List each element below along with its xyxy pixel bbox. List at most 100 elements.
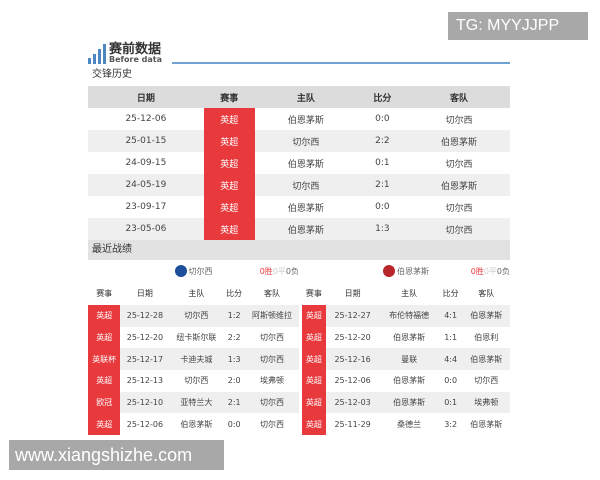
- recent-form-1: 伯恩茅斯 0胜0平0负 赛事 日期 主队 比分 客队 英超 25-12-27 布伦特福德 4:1 伯恩…: [302, 260, 510, 436]
- table-row: 24-09-15 英超 伯恩茅斯 0:1 切尔西: [88, 152, 510, 174]
- date-cell: 25-12-16: [325, 348, 380, 371]
- score-cell: 2:1: [356, 174, 408, 196]
- date-cell: 25-11-29: [334, 419, 371, 429]
- home-team-cell: 伯恩茅斯: [393, 376, 426, 386]
- record-w: 0胜: [259, 266, 273, 276]
- recent-form-0: 切尔西 0胜0平0负 赛事 日期 主队 比分 客队 英超 25-12-28 切尔西 1:2 阿斯顿维拉…: [88, 260, 299, 436]
- home-team-cell: 切尔西: [169, 305, 224, 327]
- home-team-cell: 伯恩茅斯: [287, 159, 324, 170]
- before-data-panel: 赛前数据 Before data 交锋历史 日期 赛事 主队 比分 客队 25-12-06…: [88, 38, 510, 436]
- column-header: 比分: [442, 289, 459, 298]
- away-team-cell: 伯恩茅斯: [462, 305, 510, 327]
- date-cell: 25-12-06: [126, 419, 164, 429]
- score-cell: 2:1: [223, 391, 245, 414]
- score-cell: 2:0: [227, 376, 241, 386]
- table-row: 英超 25-12-03 伯恩茅斯 0:1 埃弗顿: [302, 391, 510, 414]
- score-cell: 4:1: [438, 305, 463, 327]
- table-row: 23-09-17 英超 伯恩茅斯 0:0 切尔西: [88, 196, 510, 218]
- home-team-cell: 切尔西: [184, 376, 209, 386]
- score-cell: 1:1: [444, 333, 458, 343]
- column-header: 赛事: [305, 289, 322, 298]
- home-team-cell: 桑德兰: [397, 419, 422, 429]
- h2h-table: 日期 赛事 主队 比分 客队 25-12-06 英超 伯恩茅斯 0:0 切尔西 25-01-15 英…: [88, 86, 510, 240]
- score-cell: 4:4: [438, 348, 463, 371]
- away-team-cell: 切尔西: [244, 348, 299, 371]
- table-row: 英联杯 25-12-17 卡迪夫城 1:3 切尔西: [88, 348, 299, 371]
- home-team-cell: 布伦特福德: [379, 305, 439, 327]
- h2h-title: 交锋历史: [92, 69, 132, 80]
- date-cell: 25-12-20: [126, 333, 164, 343]
- home-team-cell: 卡迪夫城: [169, 348, 224, 371]
- table-row: 25-12-06 英超 伯恩茅斯 0:0 切尔西: [88, 108, 510, 130]
- competition-cell: 英超: [302, 305, 326, 327]
- column-header: 赛事: [203, 86, 255, 108]
- table-row: 英超 25-12-16 曼联 4:4 伯恩茅斯: [302, 348, 510, 371]
- column-header: 客队: [263, 289, 280, 298]
- record-w: 0胜: [470, 266, 484, 276]
- column-header: 主队: [254, 86, 357, 108]
- date-cell: 25-01-15: [88, 130, 204, 152]
- recent-table: 赛事 日期 主队 比分 客队 英超 25-12-27 布伦特福德 4:1 伯恩茅斯 英超 25-12-…: [302, 282, 510, 436]
- competition-cell: 欧冠: [88, 391, 121, 414]
- away-team-cell: 阿斯顿维拉: [244, 305, 299, 327]
- competition-cell: 英超: [203, 152, 255, 174]
- competition-cell: 英超: [203, 196, 255, 218]
- away-team-cell: 切尔西: [244, 391, 299, 414]
- score-cell: 1:3: [356, 218, 408, 240]
- logo-subtitle: Before data: [109, 55, 163, 64]
- column-header: 主队: [188, 289, 205, 298]
- team-header: 切尔西 0胜0平0负: [88, 260, 299, 282]
- column-header: 客队: [407, 86, 510, 108]
- away-team-cell: 埃弗顿: [259, 376, 284, 386]
- competition-cell: 英超: [203, 130, 255, 152]
- score-cell: 0:0: [227, 419, 241, 429]
- column-header: 比分: [226, 289, 243, 298]
- table-row: 英超 25-12-20 伯恩茅斯 1:1 伯恩利: [302, 326, 510, 349]
- competition-cell: 英超: [302, 348, 326, 371]
- score-cell: 3:2: [444, 419, 458, 429]
- date-cell: 25-12-06: [334, 376, 371, 386]
- competition-cell: 英超: [302, 413, 326, 436]
- column-header: 主队: [401, 289, 418, 298]
- score-cell: 1:2: [223, 305, 245, 327]
- team-name: 伯恩茅斯: [397, 266, 429, 276]
- date-cell: 25-12-28: [120, 305, 170, 327]
- table-row: 欧冠 25-12-10 亚特兰大 2:1 切尔西: [88, 391, 299, 414]
- away-team-cell: 切尔西: [407, 218, 510, 240]
- record-d: 0平: [483, 266, 497, 276]
- table-row: 23-05-06 英超 伯恩茅斯 1:3 切尔西: [88, 218, 510, 240]
- home-team-cell: 曼联: [379, 348, 439, 371]
- home-team-cell: 纽卡斯尔联: [176, 333, 217, 343]
- competition-cell: 英超: [88, 413, 121, 436]
- score-cell: 0:0: [375, 114, 390, 124]
- competition-cell: 英超: [203, 174, 255, 196]
- team-record: 0胜0平0负: [471, 266, 510, 277]
- home-team-cell: 伯恩茅斯: [180, 419, 213, 429]
- date-cell: 23-09-17: [125, 202, 167, 212]
- away-team-cell: 切尔西: [259, 333, 284, 343]
- away-team-cell: 切尔西: [445, 203, 473, 214]
- table-row: 英超 25-12-06 伯恩茅斯 0:0 切尔西: [302, 370, 510, 392]
- competition-cell: 英超: [302, 370, 326, 392]
- team-badge-icon: [174, 265, 187, 277]
- date-cell: 24-09-15: [125, 158, 167, 168]
- logo: 赛前数据 Before data: [88, 38, 510, 64]
- date-cell: 24-05-19: [88, 174, 204, 196]
- score-cell: 0:0: [375, 202, 390, 212]
- table-row: 英超 25-12-20 纽卡斯尔联 2:2 切尔西: [88, 326, 299, 349]
- date-cell: 23-05-06: [88, 218, 204, 240]
- date-cell: 25-12-27: [325, 305, 380, 327]
- home-team-cell: 伯恩茅斯: [254, 218, 357, 240]
- column-header: 日期: [88, 86, 204, 108]
- watermark-bottom: www.xiangshizhe.com: [9, 440, 224, 470]
- away-team-cell: 伯恩茅斯: [407, 130, 510, 152]
- away-team-cell: 切尔西: [259, 419, 284, 429]
- table-row: 英超 25-12-06 伯恩茅斯 0:0 切尔西: [88, 413, 299, 436]
- table-row: 英超 25-12-27 布伦特福德 4:1 伯恩茅斯: [302, 305, 510, 327]
- home-team-cell: 伯恩茅斯: [393, 333, 426, 343]
- competition-cell: 英超: [203, 218, 255, 240]
- table-row: 英超 25-12-13 切尔西 2:0 埃弗顿: [88, 370, 299, 392]
- team-header: 伯恩茅斯 0胜0平0负: [302, 260, 510, 282]
- competition-cell: 英超: [203, 108, 255, 130]
- column-header: 赛事: [96, 289, 113, 298]
